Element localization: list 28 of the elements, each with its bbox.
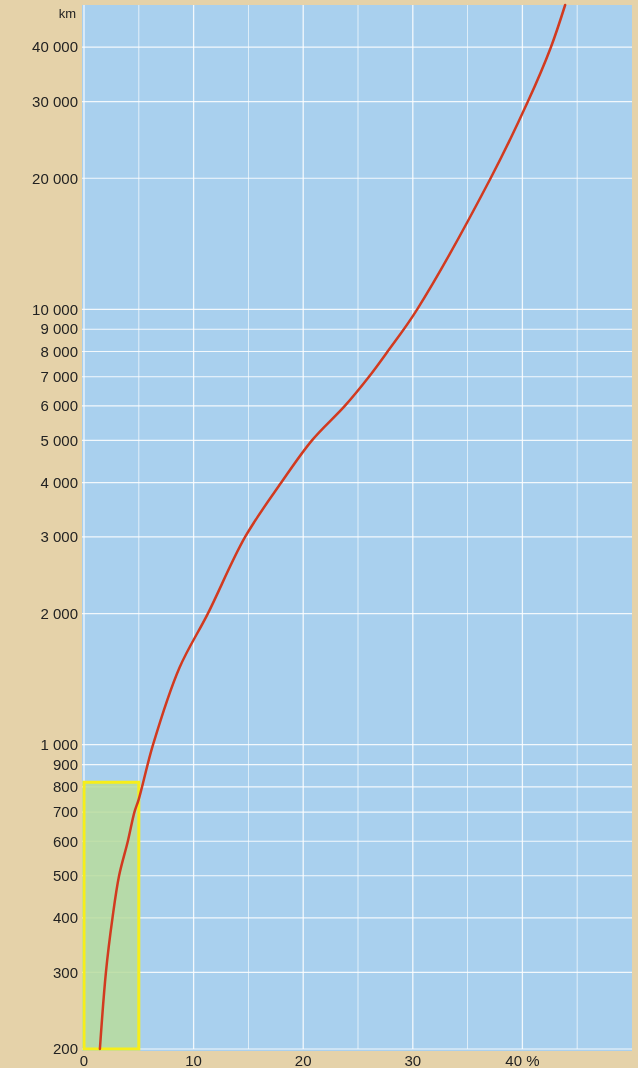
y-tick-label: 7 000 bbox=[40, 368, 78, 385]
y-tick-label: 1 000 bbox=[40, 735, 78, 753]
y-tick-label: 20 000 bbox=[32, 169, 78, 187]
y-tick-label: 6 000 bbox=[40, 397, 78, 415]
line-series bbox=[98, 3, 567, 1051]
y-tick-label: 30 000 bbox=[32, 92, 78, 110]
y-axis-title: km bbox=[58, 6, 76, 21]
x-tick-label: 10 bbox=[185, 1052, 202, 1069]
y-tick-label: 200 bbox=[52, 1040, 78, 1058]
y-tick-label: 2 000 bbox=[40, 604, 78, 622]
x-tick-label: 20 bbox=[294, 1052, 312, 1069]
y-tick-label: 10 000 bbox=[32, 300, 78, 318]
y-tick-label: 300 bbox=[52, 963, 78, 981]
y-tick-label: 3 000 bbox=[40, 528, 78, 546]
y-tick-label: 400 bbox=[52, 909, 78, 927]
y-tick-label: 8 000 bbox=[40, 342, 78, 360]
x-tick-label: 30 bbox=[404, 1052, 422, 1069]
y-tick-label: 5 000 bbox=[40, 431, 78, 449]
x-tick-label: 0 bbox=[79, 1052, 89, 1069]
y-tick-label: 9 000 bbox=[40, 320, 78, 338]
y-tick-label: 700 bbox=[52, 803, 78, 821]
y-tick-label: 500 bbox=[52, 867, 78, 884]
y-tick-label: 40 000 bbox=[32, 38, 78, 56]
y-tick-label: 600 bbox=[52, 832, 78, 850]
y-tick-label: 900 bbox=[52, 755, 78, 773]
x-tick-label: 40 % bbox=[505, 1052, 540, 1069]
y-tick-label: 800 bbox=[52, 778, 78, 796]
y-tick-label: 4 000 bbox=[40, 473, 78, 491]
